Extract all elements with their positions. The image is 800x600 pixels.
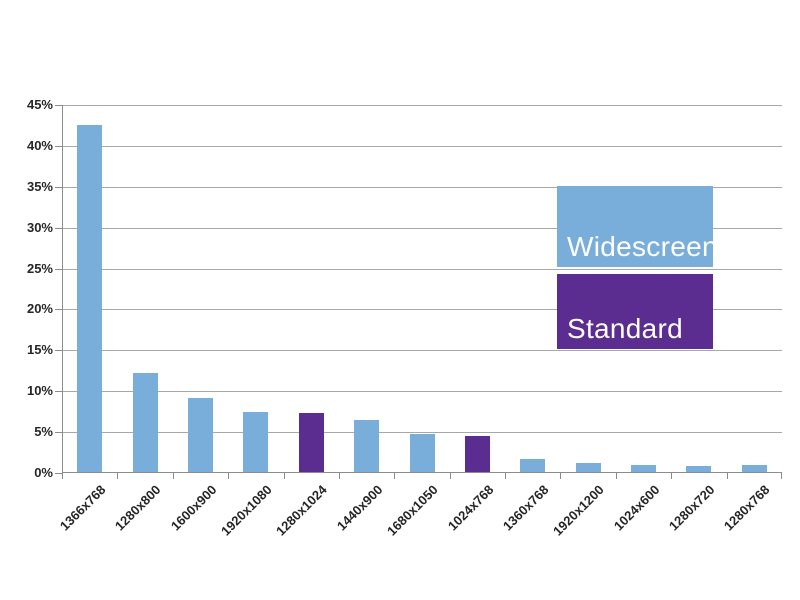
bar-1680x1050 (409, 434, 435, 472)
x-tick-5 (338, 473, 340, 479)
legend-label-widescreen: Widescreen (567, 231, 718, 263)
gridline-40 (63, 145, 782, 147)
y-tick-30 (55, 227, 62, 229)
x-tick-12 (726, 473, 728, 479)
legend-item-standard: Standard (557, 274, 713, 349)
bar-1360x768 (520, 458, 546, 472)
x-tick-9 (560, 473, 562, 479)
bar-1024x768 (464, 436, 490, 472)
y-tick-label: 30% (26, 219, 53, 235)
y-tick-25 (55, 268, 62, 270)
gridline-20 (63, 309, 782, 311)
x-tick-3 (228, 473, 230, 479)
y-tick-label: 5% (34, 424, 53, 440)
bar-1024x600 (631, 464, 657, 472)
bar-1920x1080 (243, 411, 269, 472)
bar-1440x900 (354, 419, 380, 472)
bar-1280x720 (686, 466, 712, 472)
x-tick-11 (671, 473, 673, 479)
y-tick-0 (55, 473, 62, 474)
y-tick-10 (55, 391, 62, 393)
x-tick-10 (615, 473, 617, 479)
gridline-5 (63, 432, 782, 434)
y-tick-45 (55, 105, 62, 106)
y-tick-20 (55, 309, 62, 311)
x-category-label: 1920x1080 (217, 482, 275, 539)
y-tick-40 (55, 145, 62, 147)
y-tick-label: 10% (26, 383, 53, 399)
y-tick-5 (55, 432, 62, 434)
x-category-label: 1366x768 (56, 482, 109, 534)
x-tick-1 (117, 473, 119, 479)
gridline-25 (63, 268, 782, 270)
gridline-30 (63, 227, 782, 229)
x-category-label: 1280x800 (112, 482, 164, 534)
y-tick-label: 25% (26, 260, 53, 276)
x-category-label: 1440x900 (333, 482, 386, 534)
bar-1280x1024 (298, 413, 324, 472)
y-tick-15 (55, 350, 62, 352)
x-category-label: 1360x768 (499, 482, 552, 534)
x-category-label: 1024x768 (444, 482, 496, 534)
y-tick-label: 45% (26, 97, 53, 112)
legend: Widescreen Standard (557, 186, 718, 349)
x-category-label: 1600x900 (167, 482, 220, 534)
y-tick-label: 15% (26, 342, 53, 358)
x-tick-4 (283, 473, 285, 479)
x-category-label: 1280x1024 (273, 482, 330, 539)
x-tick-2 (172, 473, 174, 479)
plot-area (55, 105, 782, 479)
gridline-45 (63, 105, 782, 106)
gridline-35 (63, 186, 782, 188)
legend-item-widescreen: Widescreen (557, 186, 718, 267)
y-tick-label: 0% (34, 465, 53, 480)
legend-label-standard: Standard (567, 313, 684, 345)
x-tick-0 (62, 473, 63, 479)
x-tick-6 (394, 473, 396, 479)
bar-1280x768 (741, 465, 767, 472)
x-category-label: 1280x720 (666, 482, 718, 534)
x-axis-line (62, 472, 782, 473)
x-tick-8 (505, 473, 507, 479)
bar-1366x768 (77, 125, 103, 472)
x-category-label: 1680x1050 (383, 482, 441, 539)
y-axis-line (62, 105, 63, 473)
gridline-10 (63, 391, 782, 393)
y-tick-35 (55, 186, 62, 188)
bar-1600x900 (187, 398, 213, 472)
bar-1280x800 (132, 373, 158, 472)
x-tick-13 (781, 473, 782, 479)
bar-1920x1200 (575, 463, 601, 472)
y-tick-label: 20% (26, 301, 53, 317)
gridline-15 (63, 350, 782, 352)
y-tick-label: 40% (26, 137, 53, 153)
y-tick-label: 35% (26, 178, 53, 194)
x-category-label: 1920x1200 (550, 482, 607, 539)
x-category-label: 1024x600 (610, 482, 663, 534)
x-tick-7 (449, 473, 451, 479)
x-category-label: 1280x768 (721, 482, 773, 534)
